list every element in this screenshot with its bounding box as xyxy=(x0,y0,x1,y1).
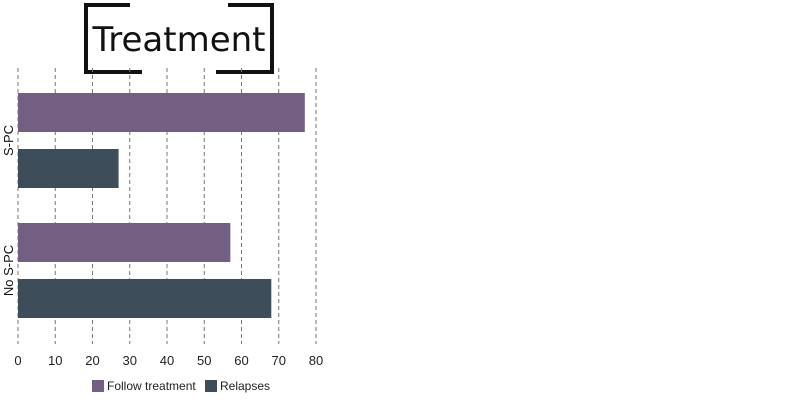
legend: Follow treatment Relapses xyxy=(92,379,270,393)
bar-0-0 xyxy=(18,93,305,132)
x-tick-label-6: 60 xyxy=(234,353,248,368)
bars xyxy=(18,93,305,318)
x-tick-label-8: 80 xyxy=(309,353,323,368)
title-bracket-right xyxy=(216,3,274,74)
chart-title-frame: Treatment xyxy=(84,3,274,74)
x-tick-label-4: 40 xyxy=(160,353,174,368)
legend-label-0: Follow treatment xyxy=(107,379,196,393)
x-tick-label-7: 70 xyxy=(272,353,286,368)
x-tick-label-2: 20 xyxy=(85,353,99,368)
x-tick-label-5: 50 xyxy=(197,353,211,368)
bar-1-1 xyxy=(18,279,272,318)
x-tick-label-0: 0 xyxy=(14,353,21,368)
category-label-1: No S-PC xyxy=(1,245,16,296)
bar-1-0 xyxy=(18,223,231,262)
chart-title: Treatment xyxy=(91,20,265,60)
category-label-0: S-PC xyxy=(1,125,16,156)
legend-swatch-1 xyxy=(205,380,217,392)
x-axis-ticks: 0 10 20 30 40 50 60 70 80 xyxy=(14,353,323,368)
legend-label-1: Relapses xyxy=(220,379,270,393)
category-labels: S-PC No S-PC xyxy=(1,125,16,296)
title-bracket-left xyxy=(84,3,142,74)
x-tick-label-3: 30 xyxy=(123,353,137,368)
bar-0-1 xyxy=(18,149,119,188)
x-tick-label-1: 10 xyxy=(48,353,62,368)
legend-swatch-0 xyxy=(92,380,104,392)
